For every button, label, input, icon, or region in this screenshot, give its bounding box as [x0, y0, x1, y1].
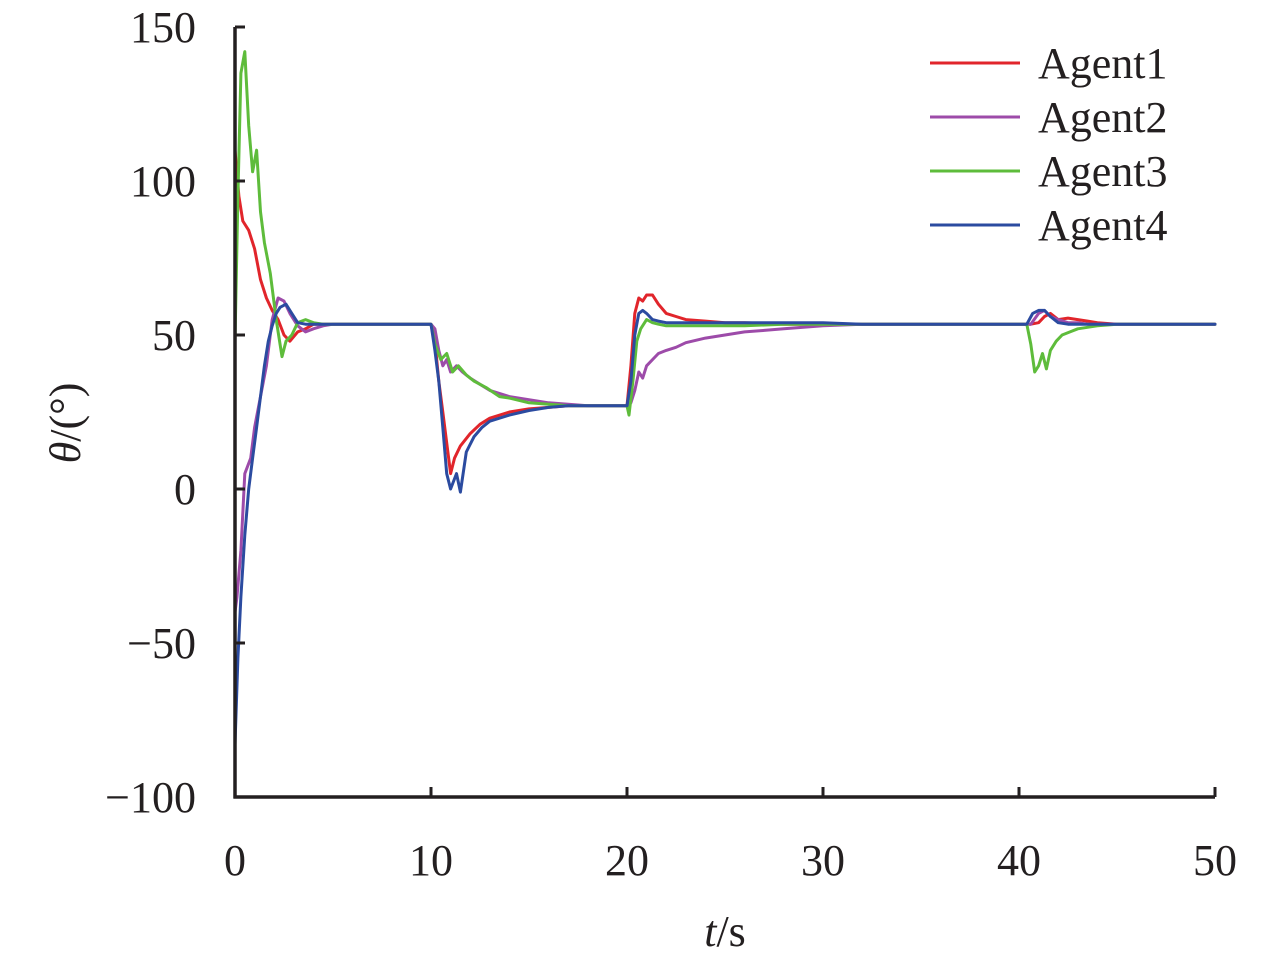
y-tick-label: 150: [130, 3, 196, 52]
axes-layer: [233, 27, 1215, 799]
x-axis-title-var: t: [704, 907, 718, 956]
x-tick-label: 40: [997, 836, 1041, 885]
y-tick-label: 0: [174, 465, 196, 514]
y-tick-label: −100: [105, 773, 196, 822]
legend-label-agent2: Agent2: [1038, 93, 1168, 142]
y-tick-label: 100: [130, 157, 196, 206]
series-line-agent1: [233, 148, 1217, 476]
y-axis-title-unit: /(°): [41, 383, 90, 442]
x-tick-label: 10: [409, 836, 453, 885]
x-axis-title-unit: /s: [716, 907, 745, 956]
legend-label-agent4: Agent4: [1038, 201, 1168, 250]
x-tick-label: 50: [1193, 836, 1237, 885]
x-tick-label: 0: [224, 836, 246, 885]
series-line-agent4: [233, 302, 1217, 747]
x-axis-title: t/s: [704, 907, 746, 956]
y-tick-label: −50: [127, 619, 196, 668]
y-axis-title: θ/(°): [41, 383, 90, 464]
y-tick-label: 50: [152, 311, 196, 360]
x-tick-label: 30: [801, 836, 845, 885]
legend: Agent1 Agent2 Agent3 Agent4: [930, 39, 1168, 250]
series-layer: [233, 50, 1217, 747]
x-tick-label: 20: [605, 836, 649, 885]
legend-label-agent1: Agent1: [1038, 39, 1168, 88]
ticks-layer: 150 100 50 0 −50 −100 0 10 20 30 40 50: [105, 3, 1237, 885]
series-line-agent2: [233, 296, 1217, 614]
y-axis-title-var: θ: [41, 442, 90, 464]
legend-label-agent3: Agent3: [1038, 147, 1168, 196]
